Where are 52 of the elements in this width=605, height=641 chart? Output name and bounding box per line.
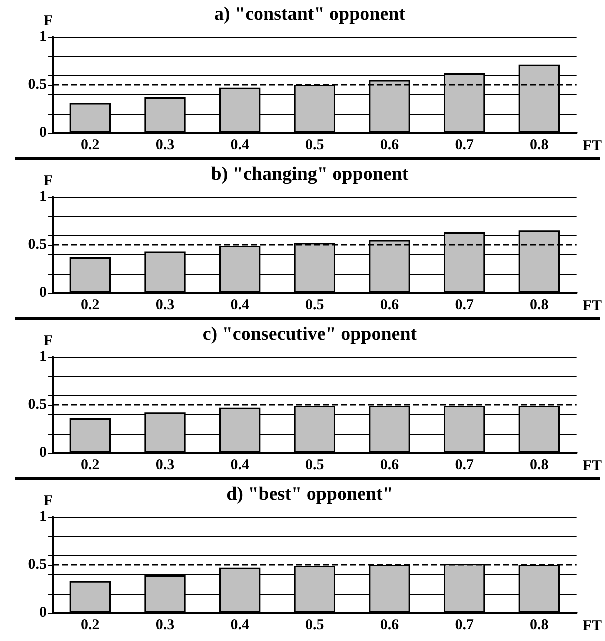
y-tick-label: 1 bbox=[40, 349, 47, 365]
y-tick-label: 0.5 bbox=[28, 237, 47, 253]
chart-title: d) "best" opponent" bbox=[226, 484, 394, 505]
chart-title: c) "consecutive" opponent bbox=[202, 324, 418, 345]
chart-title: a) "constant" opponent bbox=[214, 4, 406, 25]
y-axis-title: F bbox=[44, 174, 53, 190]
x-tick-label: 0.7 bbox=[455, 138, 474, 154]
x-tick-label: 0.2 bbox=[81, 298, 100, 314]
x-tick-label: 0.5 bbox=[306, 458, 324, 474]
chart-title: b) "changing" opponent bbox=[211, 164, 410, 185]
x-tick-label: 0.8 bbox=[530, 618, 549, 634]
y-tick-label: 0.5 bbox=[28, 77, 47, 93]
y-tick-label: 0 bbox=[40, 285, 47, 301]
x-axis-title: FT bbox=[582, 618, 602, 634]
x-tick-label: 0.8 bbox=[530, 458, 549, 474]
y-tick-label: 1 bbox=[40, 29, 47, 45]
x-tick-label: 0.3 bbox=[156, 298, 175, 314]
x-tick-label: 0.4 bbox=[230, 458, 250, 474]
x-tick-label: 0.3 bbox=[156, 458, 175, 474]
x-tick-label: 0.8 bbox=[530, 138, 549, 154]
x-tick-label: 0.2 bbox=[81, 618, 100, 634]
x-tick-label: 0.3 bbox=[156, 618, 175, 634]
x-tick-label: 0.8 bbox=[530, 298, 549, 314]
x-tick-label: 0.5 bbox=[306, 138, 324, 154]
y-tick-label: 1 bbox=[40, 189, 47, 205]
x-tick-label: 0.5 bbox=[306, 618, 324, 634]
x-tick-label: 0.4 bbox=[230, 138, 250, 154]
x-tick-label: 0.7 bbox=[455, 298, 474, 314]
x-tick-label: 0.2 bbox=[81, 138, 100, 154]
y-tick-label: 0 bbox=[40, 605, 47, 621]
y-tick-label: 0.5 bbox=[28, 397, 47, 413]
x-tick-label: 0.6 bbox=[380, 298, 400, 314]
x-axis-title: FT bbox=[582, 138, 602, 154]
y-axis-title: F bbox=[44, 14, 53, 30]
x-tick-label: 0.7 bbox=[455, 618, 474, 634]
x-tick-label: 0.3 bbox=[156, 138, 175, 154]
y-tick-label: 0 bbox=[40, 445, 47, 461]
x-tick-label: 0.7 bbox=[455, 458, 474, 474]
x-axis-title: FT bbox=[582, 458, 602, 474]
x-tick-label: 0.5 bbox=[306, 298, 324, 314]
y-axis-title: F bbox=[44, 494, 53, 510]
x-tick-label: 0.6 bbox=[380, 458, 400, 474]
x-tick-label: 0.6 bbox=[380, 138, 400, 154]
y-tick-label: 0 bbox=[40, 125, 47, 141]
x-tick-label: 0.6 bbox=[380, 618, 400, 634]
x-tick-label: 0.2 bbox=[81, 458, 100, 474]
x-tick-label: 0.4 bbox=[230, 618, 250, 634]
y-axis-title: F bbox=[44, 334, 53, 350]
y-tick-label: 1 bbox=[40, 509, 47, 525]
x-axis-title: FT bbox=[582, 298, 602, 314]
x-tick-label: 0.4 bbox=[230, 298, 250, 314]
y-tick-label: 0.5 bbox=[28, 557, 47, 573]
